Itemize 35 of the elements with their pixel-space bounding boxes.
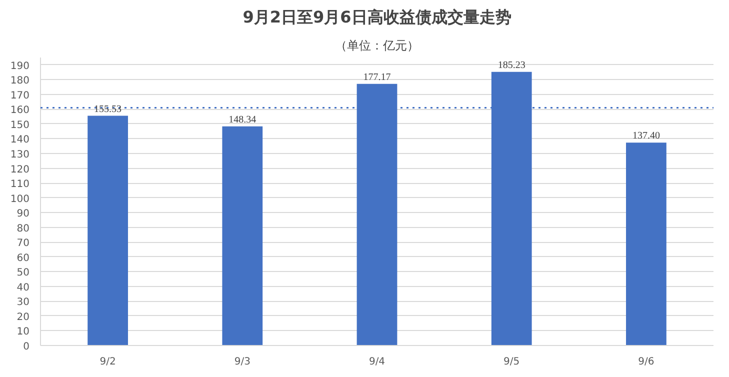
y-tick-label: 140 [10,134,30,146]
y-tick-label: 190 [10,60,30,72]
data-label: 185.23 [498,60,526,71]
y-tick-label: 170 [10,90,30,102]
y-tick-label: 0 [23,342,30,352]
y-tick-label: 150 [10,120,30,131]
y-tick-label: 100 [10,194,30,205]
x-tick-label: 9/4 [368,356,386,368]
x-tick-label: 9/2 [100,356,116,368]
y-tick-label: 20 [16,312,30,323]
bar [626,142,666,346]
y-tick-label: 70 [16,238,30,250]
data-label: 148.34 [228,114,256,126]
data-label: 155.53 [94,104,122,115]
y-tick-label: 160 [10,105,30,116]
y-tick-label: 130 [10,150,30,160]
y-tick-label: 120 [10,164,30,176]
y-tick-label: 10 [16,326,30,338]
data-label: 177.17 [363,72,391,83]
bar [88,116,128,346]
data-label: 137.40 [632,130,660,142]
y-tick-label: 30 [16,297,30,308]
y-tick-label: 90 [16,208,30,220]
bar [222,126,263,346]
y-tick-label: 110 [10,179,30,190]
y-tick-label: 50 [16,268,30,279]
x-tick-label: 9/3 [234,356,250,368]
x-tick-label: 9/6 [638,356,654,368]
chart-title: 9月2日至9月6日高收益债成交量走势 [242,8,512,26]
y-tick-label: 40 [16,282,30,294]
chart-subtitle: （单位：亿元） [335,38,419,52]
y-tick-label: 180 [10,76,30,87]
y-tick-label: 60 [16,252,30,264]
y-tick-label: 80 [16,223,30,234]
x-tick-label: 9/5 [504,356,520,368]
